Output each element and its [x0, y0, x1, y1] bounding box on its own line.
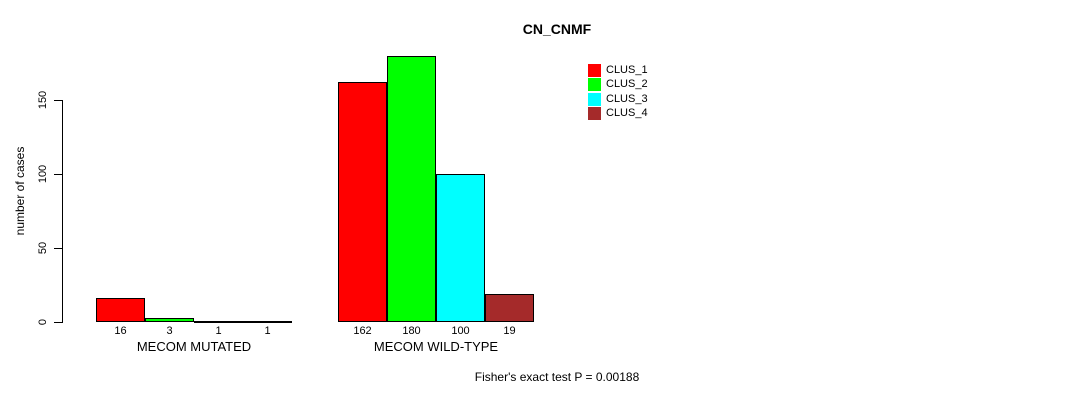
bar-clus_4 — [243, 320, 292, 323]
legend-swatch-clus_2 — [588, 78, 601, 92]
bar-clus_4 — [485, 293, 534, 322]
legend-item: CLUS_4 — [588, 107, 648, 121]
bar-value-label: 16 — [114, 325, 127, 337]
bar-clus_1 — [338, 82, 387, 322]
bar-clus_1 — [96, 298, 145, 322]
annotation-fisher-test: Fisher's exact test P = 0.00188 — [474, 370, 640, 384]
legend-item: CLUS_3 — [588, 92, 648, 106]
bar-value-label: 162 — [353, 325, 372, 337]
x-category-label: MECOM WILD-TYPE — [373, 339, 499, 354]
legend-label: CLUS_1 — [606, 64, 648, 76]
x-category-label: MECOM MUTATED — [136, 339, 252, 354]
y-axis-tick-label: 0 — [37, 318, 49, 326]
legend-item: CLUS_1 — [588, 64, 648, 77]
y-axis-tick-label: 100 — [37, 164, 49, 184]
y-axis-tick — [54, 322, 62, 323]
bar-clus_2 — [387, 55, 436, 322]
chart-title: CN_CNMF — [522, 21, 592, 37]
bar-clus_2 — [145, 317, 194, 322]
bar-clus_3 — [194, 320, 243, 323]
bar-clus_3 — [436, 174, 485, 322]
legend-label: CLUS_4 — [606, 107, 648, 120]
legend-label: CLUS_3 — [606, 92, 648, 105]
y-axis-line — [62, 100, 63, 323]
bar-value-label: 19 — [503, 325, 516, 337]
bar-value-label: 1 — [264, 325, 271, 337]
y-axis-label: number of cases — [13, 146, 27, 236]
y-axis-tick — [54, 248, 62, 249]
y-axis-tick — [54, 100, 62, 101]
legend-item: CLUS_2 — [588, 78, 648, 92]
y-axis-tick-label: 150 — [37, 90, 49, 110]
bar-value-label: 3 — [166, 325, 173, 337]
bar-value-label: 100 — [451, 325, 470, 337]
legend-swatch-clus_4 — [588, 107, 601, 121]
y-axis-tick — [54, 174, 62, 175]
bar-value-label: 1 — [215, 325, 222, 337]
legend-swatch-clus_1 — [588, 64, 601, 77]
bar-value-label: 180 — [402, 325, 421, 337]
legend-swatch-clus_3 — [588, 92, 601, 106]
legend-label: CLUS_2 — [606, 78, 648, 91]
y-axis-tick-label: 50 — [37, 241, 49, 255]
